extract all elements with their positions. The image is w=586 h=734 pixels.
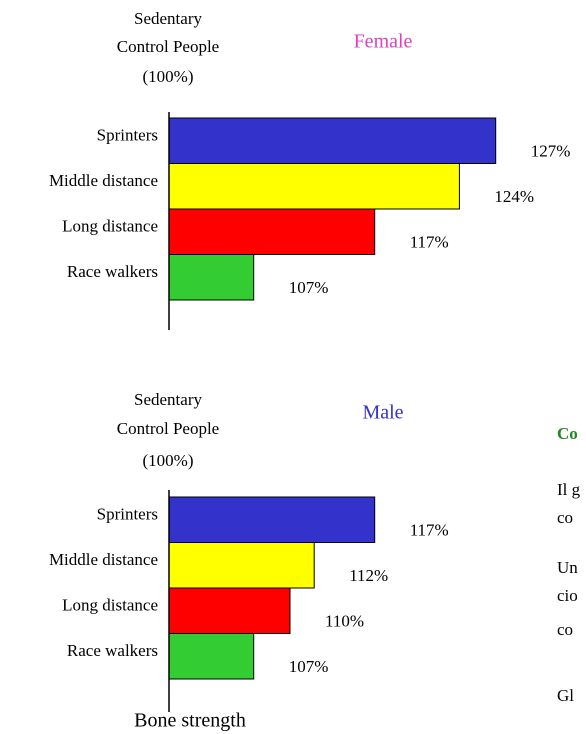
value-label: 112% — [349, 566, 388, 585]
value-label: 110% — [325, 612, 364, 631]
category-label: Long distance — [62, 217, 158, 236]
value-label: 127% — [531, 142, 571, 161]
side-text: cio — [557, 586, 578, 605]
side-text: Gl — [557, 686, 574, 705]
category-label: Sprinters — [97, 505, 158, 524]
axis-label: Sedentary — [134, 390, 202, 409]
category-label: Long distance — [62, 596, 158, 615]
bar — [168, 117, 497, 164]
value-label: 117% — [410, 233, 449, 252]
bar — [168, 163, 460, 210]
value-label: 107% — [289, 278, 329, 297]
chart-title: Female — [354, 31, 413, 53]
bar — [168, 633, 255, 680]
side-text: co — [557, 508, 573, 527]
value-label: 124% — [494, 187, 534, 206]
footer: Bone strength — [134, 710, 246, 732]
category-label: Middle distance — [49, 171, 158, 190]
axis-label: (100%) — [143, 451, 194, 470]
side-text: Co — [557, 424, 578, 443]
value-label: 117% — [410, 521, 449, 540]
axis-label: (100%) — [143, 67, 194, 86]
category-label: Sprinters — [97, 126, 158, 145]
value-label: 107% — [289, 657, 329, 676]
bar — [168, 542, 315, 589]
bar — [168, 254, 255, 301]
bar — [168, 587, 291, 634]
side-text: Il g — [557, 480, 581, 499]
bar — [168, 208, 376, 255]
axis-label: Sedentary — [134, 9, 202, 28]
category-label: Middle distance — [49, 550, 158, 569]
side-text: co — [557, 620, 573, 639]
axis-label: Control People — [117, 37, 219, 56]
chart-title: Male — [362, 402, 403, 424]
side-text: Un — [557, 558, 578, 577]
category-label: Race walkers — [67, 262, 158, 281]
bar — [168, 496, 376, 543]
category-label: Race walkers — [67, 641, 158, 660]
axis-label: Control People — [117, 419, 219, 438]
